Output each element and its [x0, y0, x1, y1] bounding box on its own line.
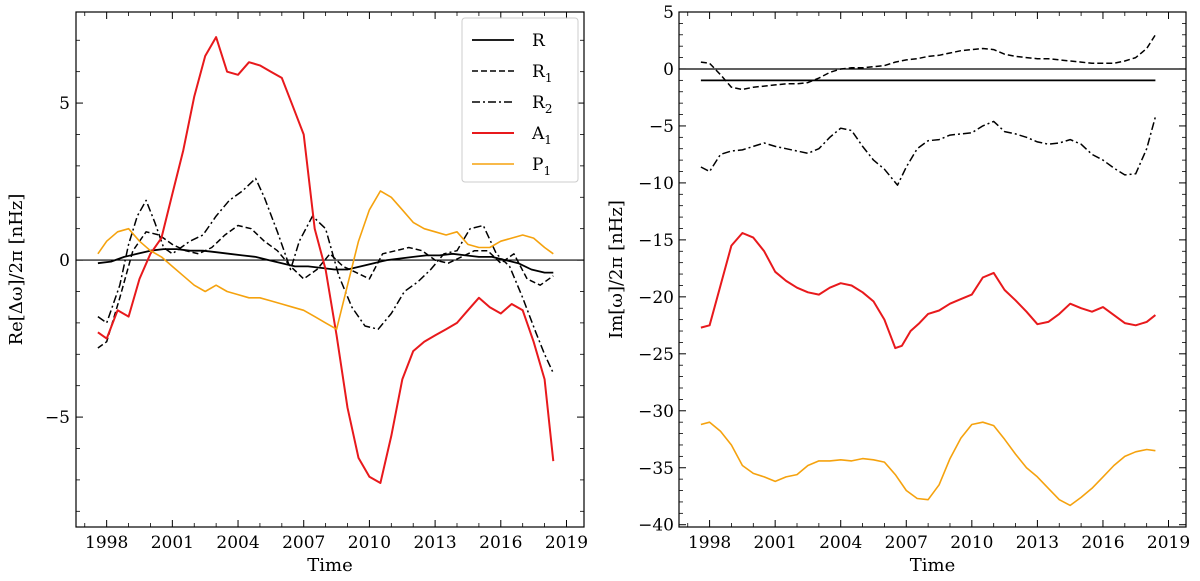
series-line-p1 [97, 190, 554, 331]
x-tick-label: 2013 [413, 533, 456, 553]
plot-frame [75, 11, 585, 528]
legend-box [461, 17, 579, 183]
series-line-r2 [97, 177, 554, 374]
x-axis-label: Time [910, 555, 955, 576]
x-tick-label: 1998 [688, 533, 731, 553]
series-line-r2 [700, 116, 1157, 186]
series-line-a1 [97, 36, 555, 484]
x-tick-label: 2001 [151, 533, 194, 553]
x-tick-label: 2019 [1147, 533, 1190, 553]
x-tick-label: 2016 [479, 533, 522, 553]
series-line-p1 [700, 421, 1156, 507]
legend-label-p1: P1 [532, 155, 551, 178]
y-tick-label: −20 [638, 288, 674, 308]
y-tick-label: 0 [663, 60, 674, 80]
legend-label-subscript: 1 [544, 133, 552, 147]
x-axis-label: Time [307, 555, 352, 576]
x-tick-label: 2007 [885, 533, 928, 553]
y-tick-label: −30 [638, 402, 674, 422]
y-tick-label: −5 [45, 408, 70, 428]
x-tick-label: 2004 [819, 533, 862, 553]
legend-label-subscript: 2 [545, 102, 553, 116]
x-tick-label: 1998 [85, 533, 128, 553]
x-tick-label: 2013 [1016, 533, 1059, 553]
y-axis-label: Re[Δω]/2π [nHz] [6, 194, 27, 346]
legend-label-r1: R1 [532, 62, 552, 85]
legend-label-subscript: 1 [545, 71, 553, 85]
y-tick-label: −40 [638, 516, 674, 536]
y-tick-label: 0 [59, 251, 70, 271]
series-group [700, 34, 1157, 507]
legend-label-base: A [531, 124, 545, 144]
y-tick-label: 5 [663, 3, 674, 23]
series-line-a1 [700, 232, 1157, 350]
right-chart-im-omega: 1998 2001 2004 2007 2010 2013 2016 2019 5 0 −5 −10 −… [606, 3, 1190, 576]
legend-label-subscript: 1 [543, 164, 551, 178]
x-tick-label: 2016 [1081, 533, 1124, 553]
legend-label-r2: R2 [532, 93, 552, 116]
y-tick-label: −35 [638, 459, 674, 479]
y-tick-label: 5 [59, 94, 70, 114]
plot-frame [678, 11, 1187, 528]
x-tick-label: 2019 [545, 533, 588, 553]
y-tick-label: −10 [638, 174, 674, 194]
legend-label-r: R [532, 31, 546, 51]
x-tick-label: 2004 [216, 533, 259, 553]
series-group [97, 36, 555, 484]
x-tick-label: 2010 [348, 533, 391, 553]
x-tick-label: 2010 [950, 533, 993, 553]
x-tick-label: 2007 [282, 533, 325, 553]
legend-label-base: R [532, 93, 546, 113]
y-tick-label: −5 [649, 117, 674, 137]
y-axis-label: Im[ω]/2π [nHz] [606, 200, 627, 339]
x-tick-label: 2001 [754, 533, 797, 553]
series-line-r [97, 248, 554, 274]
legend-label-a1: A1 [531, 124, 552, 147]
legend-label-base: R [532, 31, 546, 51]
series-line-r1 [97, 224, 554, 349]
y-tick-label: −25 [638, 345, 674, 365]
legend-label-base: P [532, 155, 543, 175]
y-tick-label: −15 [638, 231, 674, 251]
left-chart-re-delta-omega: 1998 2001 2004 2007 2010 2013 2016 2019 −5 0 5 Time… [6, 11, 588, 576]
legend-label-base: R [532, 62, 546, 82]
series-line-r1 [700, 34, 1157, 91]
